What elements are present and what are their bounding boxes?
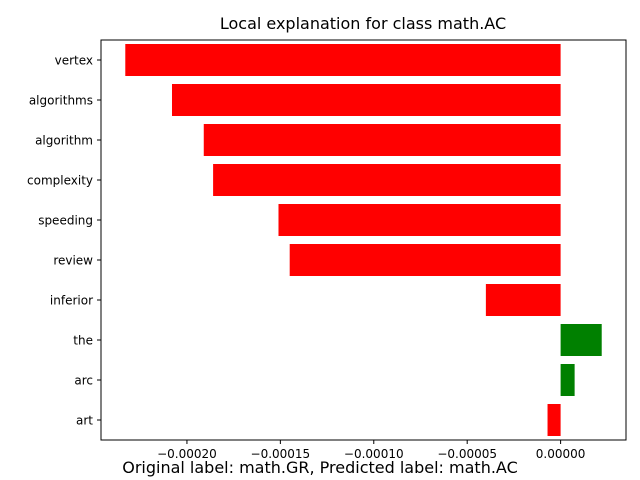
bar-the: [560, 324, 602, 356]
xtick-label: 0.00000: [536, 447, 586, 461]
bar-algorithms: [171, 84, 561, 116]
chart-title: Local explanation for class math.AC: [220, 14, 506, 33]
ytick-label: review: [53, 254, 93, 268]
xtick-label: −0.00005: [437, 447, 497, 461]
ytick-label: algorithms: [29, 94, 93, 108]
ytick-label: algorithm: [35, 134, 93, 148]
bar-art: [547, 404, 561, 436]
ytick-label: speeding: [38, 214, 93, 228]
bar-arc: [560, 364, 575, 396]
ytick-label: complexity: [27, 174, 93, 188]
bar-vertex: [125, 44, 561, 76]
ytick-label: inferior: [50, 294, 93, 308]
bar-review: [289, 244, 561, 276]
label-caption: Original label: math.GR, Predicted label…: [122, 458, 518, 477]
bar-complexity: [213, 164, 561, 196]
ytick-label: arc: [74, 374, 93, 388]
ytick-label: the: [73, 334, 93, 348]
ytick-label: vertex: [55, 54, 93, 68]
bar-inferior: [485, 284, 561, 316]
xtick-label: −0.00020: [157, 447, 217, 461]
xtick-label: −0.00010: [344, 447, 404, 461]
ytick-label: art: [76, 414, 93, 428]
bar-algorithm: [203, 124, 561, 156]
bar-speeding: [278, 204, 561, 236]
plot-frame: [100, 39, 627, 441]
xtick-label: −0.00015: [251, 447, 311, 461]
